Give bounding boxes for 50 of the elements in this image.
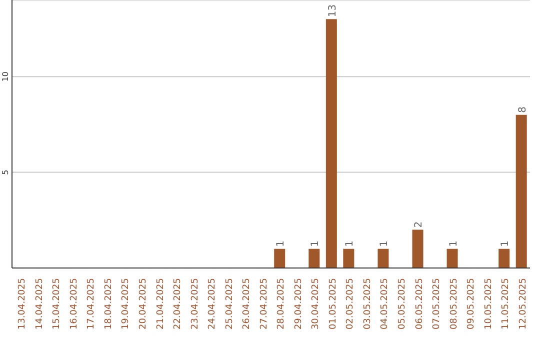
- x-tick-label: 07.05.2025: [432, 278, 442, 330]
- bar: [412, 230, 424, 268]
- x-tick-label: 10.05.2025: [484, 278, 494, 330]
- data-label: 1: [379, 240, 390, 247]
- data-label: 1: [448, 240, 460, 247]
- data-label: 2: [414, 221, 425, 228]
- bar: [343, 248, 354, 268]
- x-tick-label: 13.04.2025: [18, 278, 28, 330]
- x-tick-label: 01.05.2025: [328, 278, 338, 330]
- x-tick-label: 30.04.2025: [311, 278, 322, 330]
- x-tick-label: 17.04.2025: [86, 278, 97, 330]
- x-tick-label: 25.04.2025: [224, 278, 235, 330]
- x-tick-label: 21.04.2025: [156, 278, 166, 330]
- x-tick-label: 29.04.2025: [294, 278, 304, 330]
- x-tick-label: 11.05.2025: [501, 278, 512, 330]
- bar: [378, 248, 389, 268]
- x-tick-label: 28.04.2025: [276, 278, 287, 330]
- y-tick-label: 10: [1, 71, 10, 82]
- bar: [326, 19, 337, 268]
- bar: [274, 248, 286, 268]
- x-tick-label: 03.05.2025: [362, 278, 373, 330]
- x-tick-label: 16.04.2025: [69, 278, 80, 330]
- x-tick-label: 15.04.2025: [52, 278, 62, 330]
- x-tick-label: 18.04.2025: [104, 278, 114, 330]
- x-tick-label: 05.05.2025: [398, 278, 408, 330]
- x-tick-label: 26.04.2025: [242, 278, 252, 330]
- data-label: 13: [327, 4, 338, 18]
- data-label: 8: [517, 106, 528, 113]
- x-tick-label: 24.04.2025: [208, 278, 218, 330]
- data-label: 1: [344, 240, 356, 247]
- bar: [308, 248, 320, 268]
- bar: [446, 248, 458, 268]
- x-tick-label: 09.05.2025: [466, 278, 477, 330]
- bar: [516, 114, 527, 268]
- x-tick-label: 14.04.2025: [34, 278, 45, 330]
- x-tick-label: 20.04.2025: [138, 278, 148, 330]
- bar: [498, 248, 510, 268]
- data-label: 1: [500, 240, 512, 247]
- x-tick-label: 08.05.2025: [449, 278, 460, 330]
- x-tick-label: 06.05.2025: [414, 278, 425, 330]
- x-tick-label: 23.04.2025: [190, 278, 200, 330]
- data-label: 1: [310, 240, 322, 247]
- x-tick-label: 12.05.2025: [518, 278, 528, 330]
- data-label: 1: [276, 240, 287, 247]
- y-tick-label: 5: [1, 170, 10, 175]
- x-tick-label: 04.05.2025: [380, 278, 390, 330]
- x-tick-label: 19.04.2025: [121, 278, 132, 330]
- x-tick-label: 27.04.2025: [259, 278, 270, 330]
- x-tick-label: 02.05.2025: [346, 278, 356, 330]
- x-tick-label: 22.04.2025: [173, 278, 184, 330]
